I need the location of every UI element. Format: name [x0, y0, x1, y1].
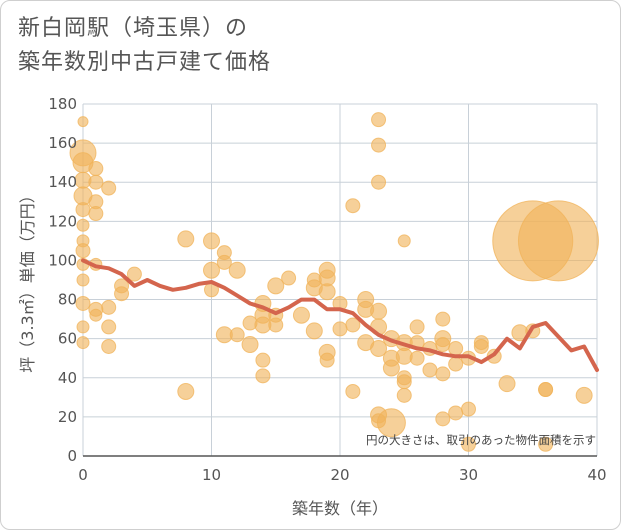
- bubble-point: [371, 137, 387, 153]
- bubble-point: [255, 368, 271, 384]
- bubble-point: [409, 319, 425, 335]
- bubble-point: [395, 347, 413, 365]
- bubble-point: [448, 356, 464, 372]
- bubble-point: [75, 243, 91, 259]
- bubble-point: [101, 180, 117, 196]
- bubble-point: [75, 202, 91, 218]
- chart-title: 新白岡駅（埼玉県）の 築年数別中古戸建て価格: [18, 12, 271, 80]
- bubble-point: [461, 436, 476, 452]
- bubble-point: [435, 411, 451, 427]
- y-tick-label: 160: [48, 134, 77, 152]
- bubble-point: [267, 277, 285, 295]
- x-tick-label: 20: [330, 466, 349, 484]
- axis-ticks: 0 20 40 60 80 100 120 140 160 180 0 10 20 30 40: [48, 95, 606, 484]
- bubble-point: [517, 200, 599, 282]
- x-tick-label: 0: [78, 466, 88, 484]
- bubble-point: [76, 320, 90, 334]
- x-tick-label: 30: [459, 466, 478, 484]
- bubble-point: [371, 112, 387, 128]
- bubble-point: [255, 352, 271, 368]
- bubble-point: [281, 270, 297, 286]
- bubble-point: [101, 299, 117, 315]
- bubble-point: [241, 336, 259, 354]
- bubble-point: [498, 375, 516, 393]
- bubble-point: [177, 382, 195, 400]
- bubble-point: [345, 317, 361, 333]
- grid-lines: [82, 103, 598, 457]
- chart-title-line1: 新白岡駅（埼玉県）の: [18, 16, 249, 41]
- bubble-point: [88, 161, 104, 177]
- bubble-point: [216, 254, 232, 270]
- bubble-point: [435, 366, 451, 382]
- bubble-point: [538, 436, 554, 452]
- bubble-point: [345, 198, 361, 214]
- x-tick-label: 10: [202, 466, 221, 484]
- y-tick-label: 140: [48, 173, 77, 191]
- bubble-point: [75, 295, 91, 311]
- y-axis-label: 坪（3.3㎡）単価（万円）: [18, 187, 37, 372]
- y-tick-label: 40: [58, 369, 77, 387]
- bubble-point: [177, 230, 195, 248]
- x-axis-label: 築年数（年）: [292, 499, 388, 518]
- bubble-point: [332, 321, 348, 337]
- bubble-point: [538, 382, 554, 398]
- bubble-point: [409, 350, 425, 366]
- bubble-point: [101, 319, 117, 335]
- bubble-point: [89, 308, 103, 322]
- bubble-point: [422, 362, 438, 378]
- bubble-point: [126, 266, 142, 282]
- bubble-point: [370, 302, 388, 320]
- bubble-point: [345, 383, 361, 399]
- bubble-point: [396, 374, 412, 390]
- bubble-point: [575, 386, 593, 404]
- bubble-point: [435, 311, 451, 327]
- bubble-point: [76, 218, 90, 232]
- bubble-point: [319, 352, 335, 368]
- bubble-point: [74, 171, 92, 189]
- bubble-point: [101, 338, 117, 354]
- bubble-size-note: 円の大きさは、取引のあった物件面積を示す: [366, 433, 596, 447]
- bubble-point: [461, 401, 476, 417]
- y-tick-label: 80: [58, 291, 77, 309]
- bubble-point: [448, 340, 464, 356]
- bubble-point: [203, 261, 220, 279]
- bubble-point: [370, 339, 388, 357]
- bubble-point: [203, 232, 220, 250]
- y-tick-label: 100: [48, 251, 77, 269]
- average-line-series: [81, 258, 599, 372]
- bubble-point: [473, 338, 489, 354]
- chart-title-line2: 築年数別中古戸建て価格: [18, 50, 272, 75]
- y-tick-label: 120: [48, 212, 77, 230]
- bubble-point: [382, 359, 400, 377]
- bubble-point: [396, 387, 412, 403]
- bubble-point: [371, 174, 387, 190]
- bubble-point: [435, 337, 451, 353]
- bubble-point: [76, 336, 90, 350]
- y-tick-label: 180: [48, 95, 77, 113]
- bubble-point: [77, 116, 89, 128]
- bubble-point: [292, 306, 310, 324]
- y-tick-label: 20: [58, 408, 77, 426]
- y-tick-label: 60: [58, 330, 77, 348]
- x-tick-label: 40: [587, 466, 606, 484]
- bubble-point: [318, 283, 336, 301]
- bubble-point: [268, 317, 284, 333]
- bubble-point: [397, 234, 411, 248]
- bubble-point: [88, 206, 104, 222]
- bubble-point: [88, 174, 104, 190]
- bubble-point: [448, 405, 464, 421]
- bubble-point: [76, 273, 90, 287]
- bubble-point: [376, 408, 406, 438]
- average-line: [81, 258, 599, 372]
- y-tick-label: 0: [67, 447, 77, 465]
- bubble-point: [114, 278, 130, 294]
- bubble-point: [228, 261, 246, 279]
- bubble-point: [229, 327, 245, 343]
- bubble-point: [305, 322, 323, 340]
